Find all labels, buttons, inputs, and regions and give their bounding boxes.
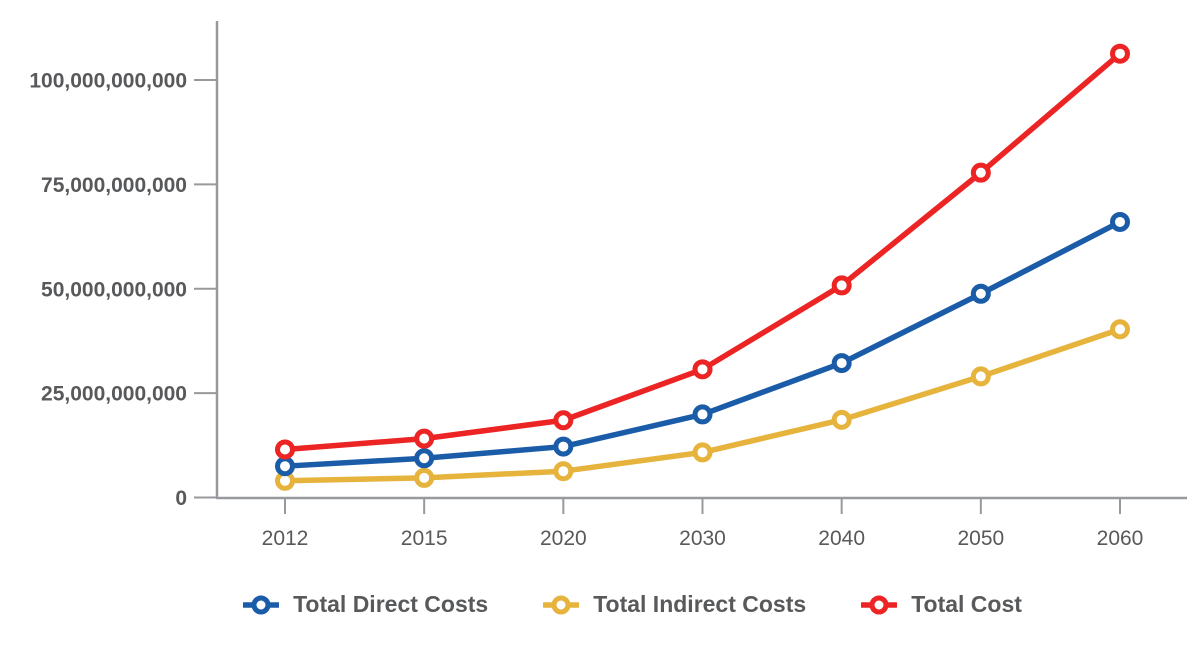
- series-line-total-cost: [282, 50, 1123, 453]
- line-marker-icon: [861, 595, 898, 614]
- x-axis-tick-label: 2030: [679, 527, 726, 550]
- data-point-total-cost-2015: [414, 428, 435, 449]
- data-point-total-direct-costs-2012: [275, 456, 295, 477]
- data-point-total-indirect-costs-2050: [970, 366, 991, 387]
- y-axis-tick-label: 0: [175, 487, 187, 510]
- data-point-total-direct-costs-2015: [414, 448, 435, 469]
- data-point-total-indirect-costs-2020: [553, 461, 574, 482]
- data-point-total-cost-2030: [692, 359, 713, 380]
- legend-label: Total Cost: [911, 591, 1022, 617]
- data-point-total-cost-2040: [831, 275, 852, 296]
- x-axis-tick-label: 2060: [1097, 527, 1144, 550]
- data-point-total-direct-costs-2030: [692, 404, 713, 425]
- x-axis-tick-label: 2050: [957, 527, 1004, 550]
- data-point-total-direct-costs-2050: [970, 283, 991, 304]
- y-axis-tick-label: 50,000,000,000: [41, 278, 187, 301]
- legend-item-total-indirect-costs: Total Indirect Costs: [543, 591, 806, 618]
- data-point-total-cost-2012: [275, 439, 295, 460]
- chart-legend: Total Direct Costs Total Indirect Costs …: [65, 591, 1200, 618]
- data-point-total-indirect-costs-2060: [1110, 319, 1130, 340]
- data-point-total-direct-costs-2040: [831, 353, 852, 374]
- y-axis-tick-label: 100,000,000,000: [29, 70, 187, 93]
- legend-label: Total Indirect Costs: [593, 591, 807, 617]
- data-point-total-indirect-costs-2030: [692, 442, 713, 463]
- x-axis-tick-label: 2020: [540, 527, 587, 550]
- legend-label: Total Direct Costs: [293, 591, 489, 617]
- data-point-total-indirect-costs-2015: [414, 467, 435, 488]
- x-axis-tick-label: 2040: [818, 527, 865, 550]
- x-axis-tick-label: 2015: [401, 527, 448, 550]
- y-axis-tick-label: 25,000,000,000: [41, 383, 187, 406]
- line-marker-icon: [243, 595, 280, 614]
- x-axis-tick-label: 2012: [262, 527, 309, 550]
- data-point-total-cost-2060: [1110, 43, 1130, 64]
- data-point-total-direct-costs-2060: [1110, 211, 1130, 232]
- data-point-total-cost-2050: [970, 162, 991, 183]
- data-point-total-cost-2020: [553, 410, 574, 431]
- legend-item-total-cost: Total Cost: [861, 591, 1022, 618]
- legend-item-total-direct-costs: Total Direct Costs: [243, 591, 488, 618]
- data-point-total-direct-costs-2020: [553, 436, 574, 457]
- line-marker-icon: [543, 595, 580, 614]
- data-point-total-indirect-costs-2040: [831, 409, 852, 430]
- y-axis-tick-label: 75,000,000,000: [41, 174, 187, 197]
- series-line-total-direct-costs: [282, 219, 1123, 469]
